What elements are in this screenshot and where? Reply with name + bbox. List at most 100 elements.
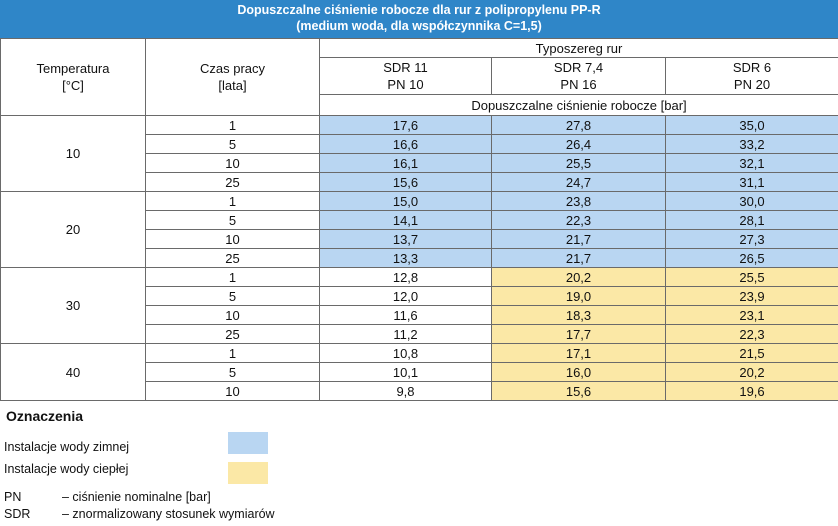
header-col-sdr6: SDR 6 PN 20: [665, 57, 838, 95]
pressure-value-cell: 15,0: [319, 191, 492, 211]
header-time-unit: [lata]: [218, 78, 247, 93]
header-sdr-label: SDR 7,4: [553, 60, 604, 75]
legend: Oznaczenia: [6, 408, 83, 424]
time-cell: 5: [145, 210, 320, 230]
header-temperature: Temperatura [°C]: [0, 38, 146, 116]
pressure-value-cell: 12,0: [319, 286, 492, 306]
pressure-value-cell: 23,8: [491, 191, 666, 211]
legend-warm-label: Instalacje wody ciepłej: [4, 462, 129, 476]
pressure-value-cell: 14,1: [319, 210, 492, 230]
header-row-1: Temperatura [°C] Czas pracy [lata] Typos…: [0, 38, 838, 116]
pressure-value-cell: 27,3: [665, 229, 838, 249]
header-sdr-label: SDR 11: [383, 60, 428, 75]
legend-cold-label: Instalacje wody zimnej: [4, 440, 130, 454]
header-row-3: Dopuszczalne ciśnienie robocze [bar]: [1, 94, 838, 116]
abbr-text: – znormalizowany stosunek wymiarów: [62, 507, 275, 521]
pressure-value-cell: 11,2: [319, 324, 492, 344]
header-temperature-unit: [°C]: [62, 78, 84, 93]
pressure-value-cell: 15,6: [319, 172, 492, 192]
header-pn-label: PN 16: [560, 77, 597, 92]
pressure-value-cell: 21,5: [665, 343, 838, 363]
time-cell: 1: [145, 191, 320, 211]
pressure-value-cell: 10,1: [319, 362, 492, 382]
table-row: 40 1 10,8 17,1 21,5: [0, 343, 838, 401]
pressure-value-cell: 17,7: [491, 324, 666, 344]
header-pressure: Dopuszczalne ciśnienie robocze [bar]: [319, 94, 838, 116]
header-series: Typoszereg rur: [319, 38, 838, 58]
pressure-value-cell: 28,1: [665, 210, 838, 230]
time-cell: 5: [145, 134, 320, 154]
pressure-value-cell: 32,1: [665, 153, 838, 173]
pressure-value-cell: 17,1: [491, 343, 666, 363]
pressure-value-cell: 27,8: [491, 115, 666, 135]
temperature-cell: 20: [0, 191, 146, 268]
pressure-value-cell: 23,9: [665, 286, 838, 306]
header-pn-label: PN 20: [733, 77, 771, 92]
abbr-sdr: SDR – znormalizowany stosunek wymiarów: [4, 507, 275, 521]
abbr-key: PN: [4, 490, 22, 504]
table-row: 10 13,7 21,7 27,3: [1, 229, 838, 249]
header-temperature-label: Temperatura: [36, 61, 110, 76]
time-cell: 5: [145, 286, 320, 306]
pressure-value-cell: 25,5: [491, 153, 666, 173]
pressure-value-cell: 17,6: [319, 115, 492, 135]
abbr-pn: PN – ciśnienie nominalne [bar]: [4, 490, 211, 504]
header-row-2: SDR 11 PN 10 SDR 7,4 PN 16 SDR 6 PN 20: [1, 57, 838, 95]
pressure-value-cell: 21,7: [491, 229, 666, 249]
time-cell: 10: [145, 229, 320, 249]
header-time-label: Czas pracy: [199, 61, 266, 76]
pressure-value-cell: 20,2: [491, 267, 666, 287]
time-cell: 25: [145, 172, 320, 192]
time-cell: 5: [145, 362, 320, 382]
time-cell: 25: [145, 248, 320, 268]
pressure-value-cell: 16,6: [319, 134, 492, 154]
legend-warm-swatch: [228, 462, 268, 484]
pressure-value-cell: 13,3: [319, 248, 492, 268]
time-cell: 10: [145, 153, 320, 173]
pressure-table-body: Temperatura [°C] Czas pracy [lata] Typos…: [0, 38, 838, 401]
pressure-value-cell: 19,0: [491, 286, 666, 306]
table-row: 10 9,8 15,6 19,6: [1, 381, 838, 401]
header-pn-label: PN 10: [387, 77, 424, 92]
pressure-value-cell: 26,5: [665, 248, 838, 268]
pressure-value-cell: 16,1: [319, 153, 492, 173]
header-sdr-label: SDR 6: [732, 60, 772, 75]
pressure-value-cell: 16,0: [491, 362, 666, 382]
time-cell: 1: [145, 267, 320, 287]
pressure-value-cell: 26,4: [491, 134, 666, 154]
legend-cold-swatch: [228, 432, 268, 454]
header-col-sdr74: SDR 7,4 PN 16: [491, 57, 666, 95]
table-row: 25 11,2 17,7 22,3: [1, 324, 838, 344]
temperature-cell: 30: [0, 267, 146, 344]
pressure-value-cell: 15,6: [491, 381, 666, 401]
pressure-value-cell: 13,7: [319, 229, 492, 249]
table-row: 10 1 17,6 27,8 35,0: [0, 115, 838, 192]
legend-title: Oznaczenia: [6, 408, 84, 424]
time-cell: 1: [145, 343, 320, 363]
title-line-1: Dopuszczalne ciśnienie robocze dla rur z…: [237, 3, 601, 17]
pressure-value-cell: 33,2: [665, 134, 838, 154]
pressure-value-cell: 25,5: [665, 267, 838, 287]
pressure-table: Temperatura [°C] Czas pracy [lata] Typos…: [0, 38, 838, 401]
pressure-value-cell: 21,7: [491, 248, 666, 268]
pressure-value-cell: 18,3: [491, 305, 666, 325]
abbr-key: SDR: [4, 507, 31, 521]
time-cell: 10: [145, 381, 320, 401]
header-time: Czas pracy [lata]: [145, 38, 320, 116]
table-row: 10 16,1 25,5 32,1: [1, 153, 838, 173]
temperature-cell: 40: [0, 343, 146, 401]
pressure-value-cell: 10,8: [319, 343, 492, 363]
table-row: 10 11,6 18,3 23,1: [1, 305, 838, 325]
pressure-value-cell: 22,3: [491, 210, 666, 230]
pressure-value-cell: 20,2: [665, 362, 838, 382]
pressure-value-cell: 30,0: [665, 191, 838, 211]
time-cell: 1: [145, 115, 320, 135]
table-row: 25 13,3 21,7 26,5: [1, 248, 838, 268]
header-col-sdr11: SDR 11 PN 10: [319, 57, 492, 95]
pressure-value-cell: 23,1: [665, 305, 838, 325]
temperature-cell: 10: [0, 115, 146, 192]
time-cell: 10: [145, 305, 320, 325]
pressure-value-cell: 22,3: [665, 324, 838, 344]
pressure-value-cell: 35,0: [665, 115, 838, 135]
pressure-value-cell: 19,6: [665, 381, 838, 401]
